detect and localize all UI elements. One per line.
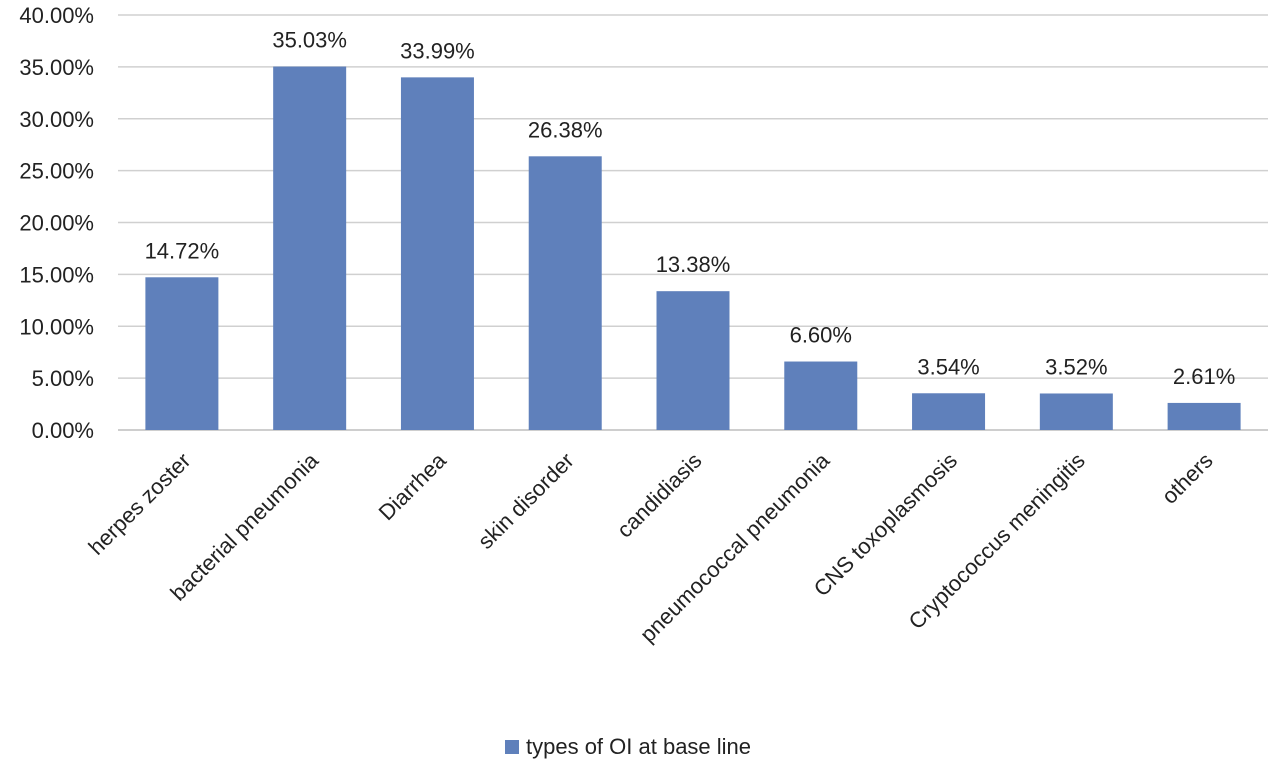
data-label: 14.72% [145, 238, 220, 263]
bars [145, 66, 1241, 430]
x-tick-label: skin disorder [473, 448, 579, 554]
y-tick-label: 5.00% [32, 366, 94, 391]
y-tick-label: 30.00% [19, 107, 94, 132]
y-tick-label: 35.00% [19, 55, 94, 80]
y-tick-label: 15.00% [19, 262, 94, 287]
data-label: 26.38% [528, 117, 603, 142]
data-label: 13.38% [656, 252, 731, 277]
x-tick-label: herpes zoster [83, 448, 195, 560]
bar [145, 277, 219, 430]
data-label: 33.99% [400, 38, 475, 63]
y-axis-tick-labels: 0.00% 5.00% 10.00% 15.00% 20.00% 25.00% 30.00%… [19, 3, 94, 443]
legend: types of OI at base line [505, 734, 751, 759]
legend-swatch [505, 740, 519, 754]
bar [784, 361, 858, 430]
data-label: 35.03% [272, 28, 347, 53]
bar [273, 66, 347, 430]
x-tick-label: candidiasis [612, 448, 707, 543]
data-label: 2.61% [1173, 364, 1235, 389]
bar [1039, 393, 1113, 430]
legend-label: types of OI at base line [526, 734, 751, 759]
data-label: 3.54% [917, 354, 979, 379]
bar [528, 156, 602, 430]
x-tick-label: others [1157, 448, 1218, 509]
data-label: 6.60% [790, 323, 852, 348]
bar [400, 77, 474, 430]
y-tick-label: 40.00% [19, 3, 94, 28]
data-labels: 14.72% 35.03% 33.99% 26.38% 13.38% 6.60% 3.54%… [145, 28, 1236, 389]
y-tick-label: 20.00% [19, 211, 94, 236]
y-tick-label: 10.00% [19, 314, 94, 339]
bar [656, 291, 730, 430]
y-tick-label: 0.00% [32, 418, 94, 443]
x-tick-label: CNS toxoplasmosis [809, 448, 962, 601]
bar [1167, 402, 1241, 430]
x-tick-label: Diarrhea [374, 447, 452, 525]
bar [912, 393, 986, 430]
y-tick-label: 25.00% [19, 159, 94, 184]
data-label: 3.52% [1045, 354, 1107, 379]
